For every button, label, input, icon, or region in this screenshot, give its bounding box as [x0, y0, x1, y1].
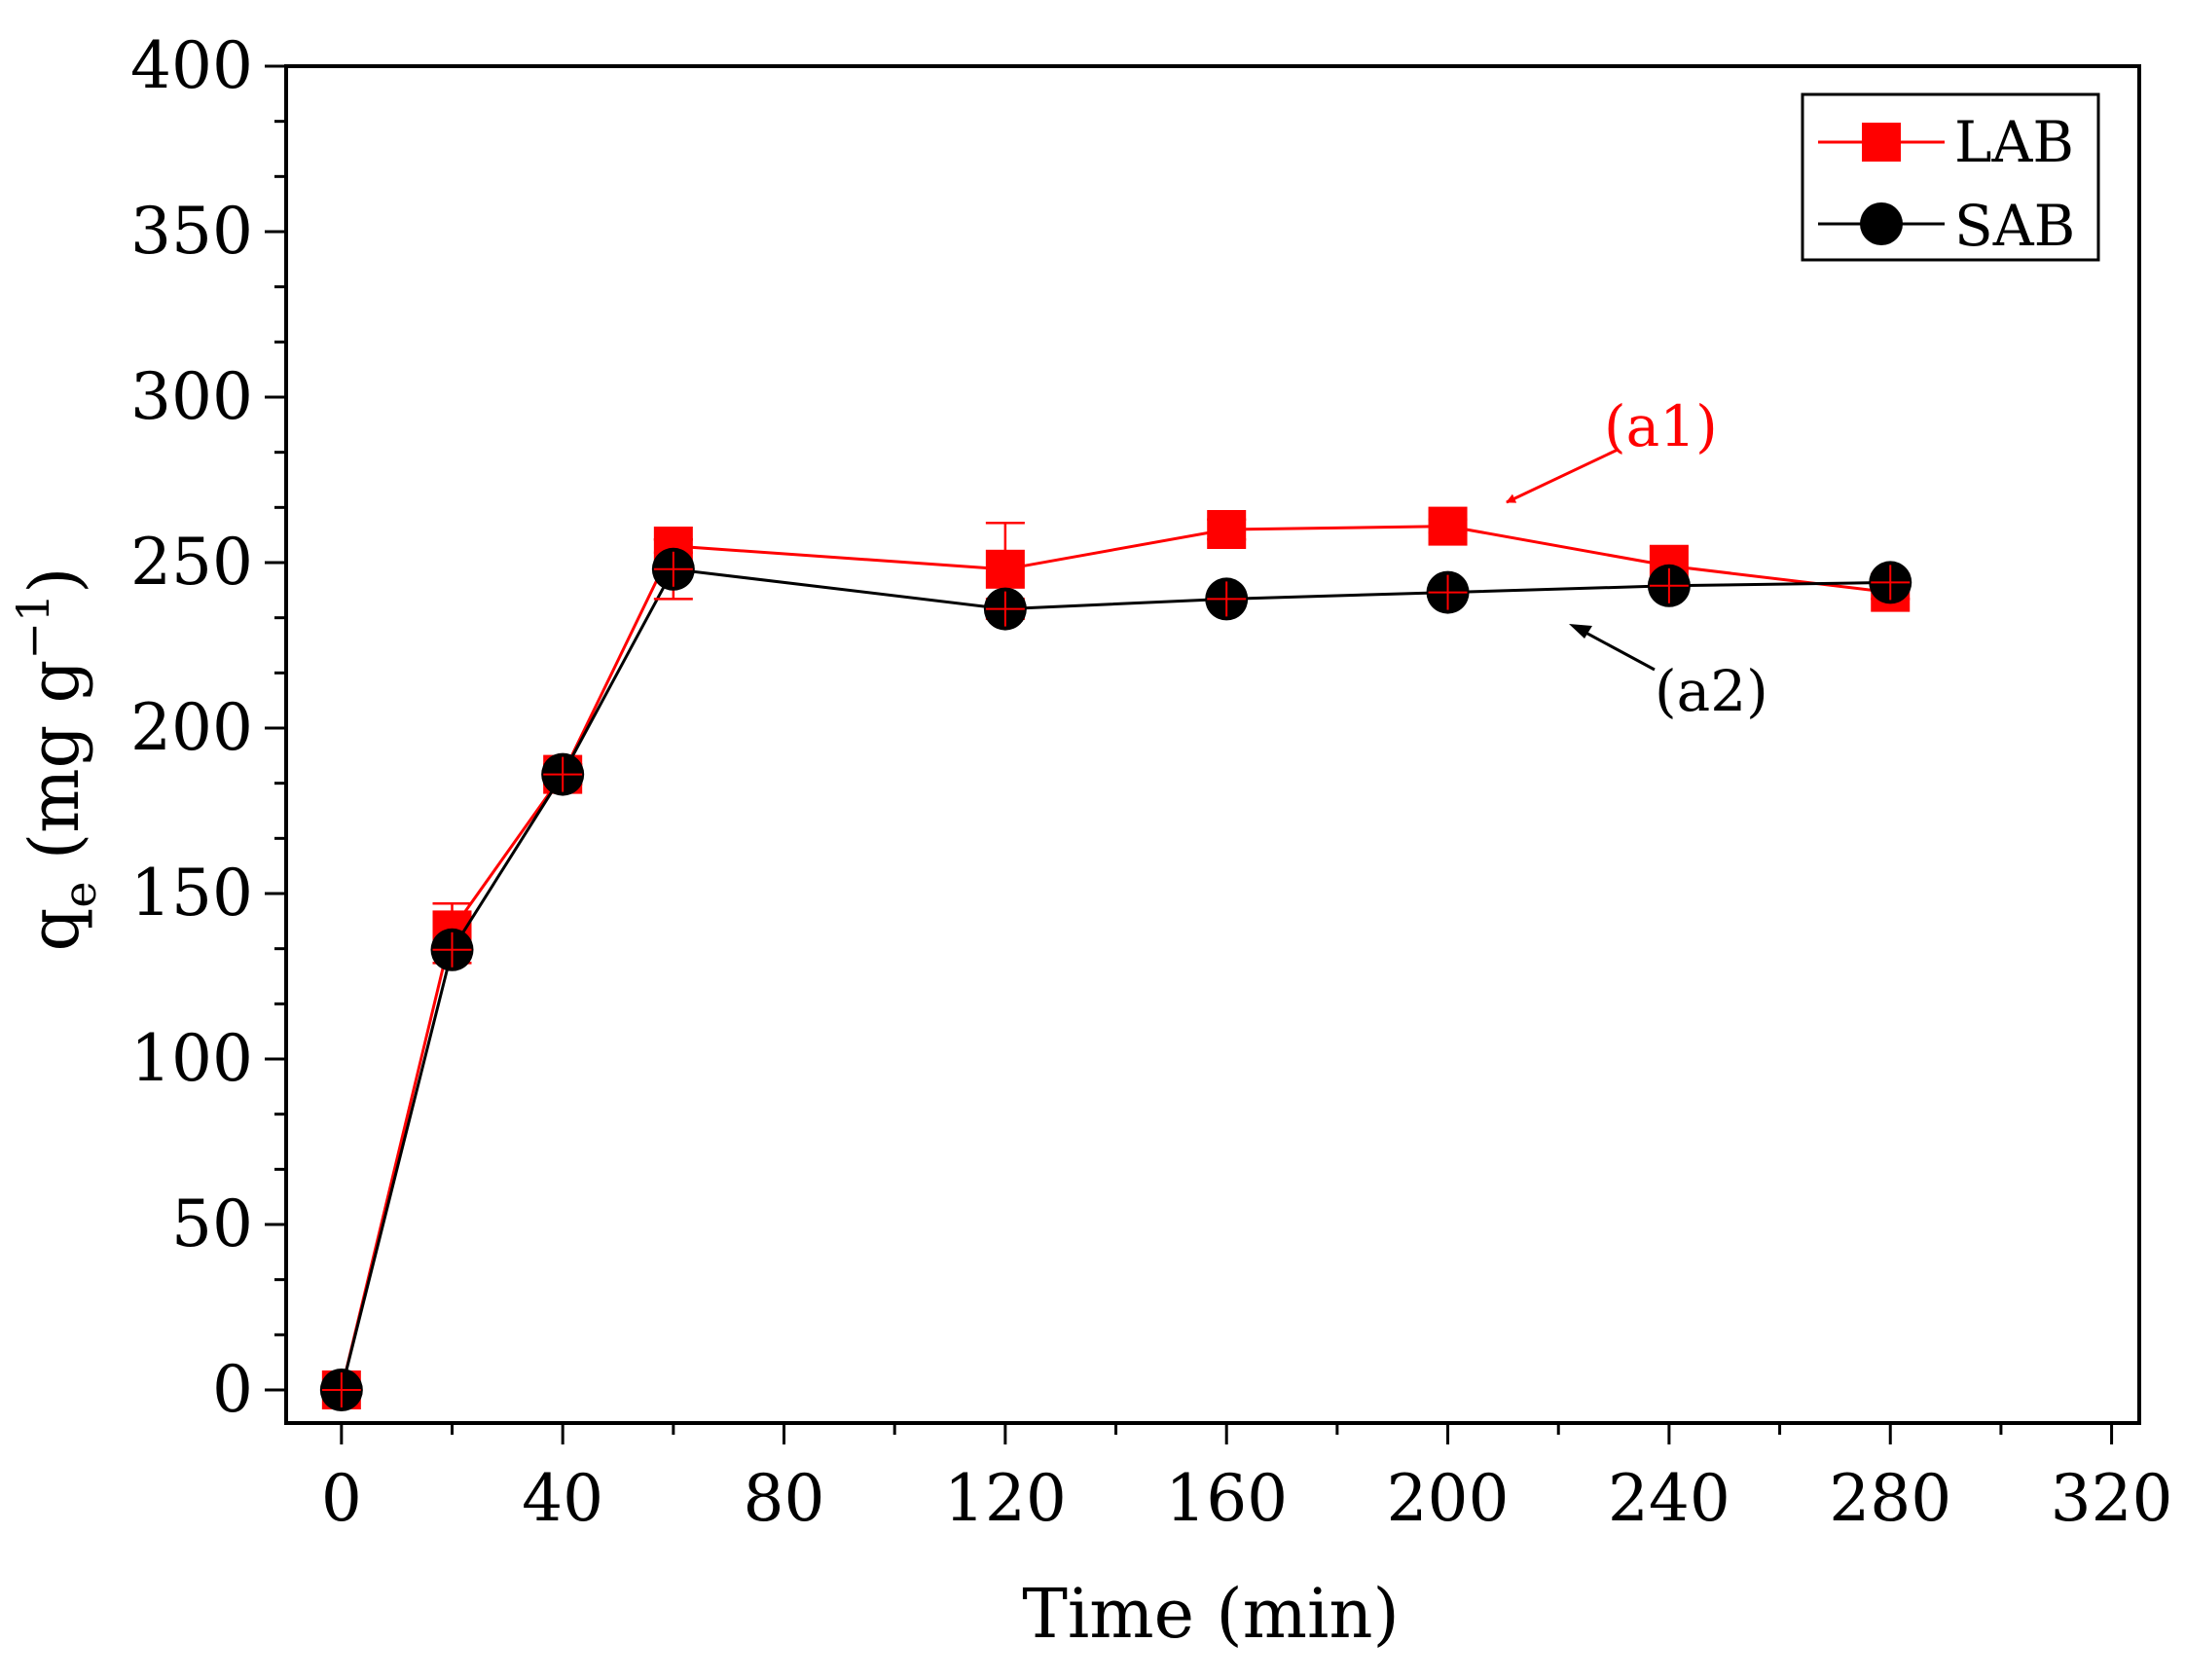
y-tick-label: 100 — [130, 1021, 253, 1096]
annotations: (a1) (a2) — [1506, 393, 1768, 724]
x-tick-label: 200 — [1387, 1461, 1510, 1536]
y-axis-title-unit-close: ) — [15, 567, 94, 594]
x-tick-label: 240 — [1608, 1461, 1730, 1536]
annotation-a1-arrow — [1506, 448, 1619, 504]
annotation-a2: (a2) — [1655, 658, 1768, 724]
y-axis-title-sub: e — [54, 881, 106, 907]
y-tick-label: 250 — [130, 525, 253, 600]
y-axis-title-sup: −1 — [7, 594, 59, 660]
annotation-a2-arrow — [1578, 627, 1656, 672]
axes — [284, 64, 2141, 1425]
y-axis-title-unit-open: (mg g — [15, 660, 94, 882]
annotation-a2-arrowhead — [1569, 624, 1592, 639]
legend-label-sab: SAB — [1954, 193, 2075, 259]
legend-marker-sab — [1860, 202, 1903, 245]
tick-labels: 0 40 80 120 160 200 240 280 320 0 50 100 150 200 250 30… — [130, 28, 2173, 1536]
x-tick-label: 280 — [1829, 1461, 1951, 1536]
y-tick-label: 150 — [130, 856, 253, 931]
x-tick-label: 160 — [1165, 1461, 1288, 1536]
data-point-lab — [1428, 506, 1468, 546]
series-lab — [321, 506, 1911, 1409]
y-tick-label: 0 — [212, 1352, 253, 1427]
y-tick-label: 50 — [171, 1187, 253, 1261]
y-tick-label: 300 — [130, 359, 253, 434]
y-axis-title: qe (mg g−1) — [7, 567, 106, 952]
y-tick-label: 400 — [130, 28, 253, 103]
annotation-a1: (a1) — [1604, 393, 1718, 459]
y-axis-title-base: q — [15, 908, 94, 952]
legend-label-lab: LAB — [1954, 109, 2074, 175]
x-tick-label: 120 — [944, 1461, 1067, 1536]
data-point-lab — [1207, 510, 1247, 549]
x-axis-title: Time (min) — [1022, 1574, 1400, 1654]
data-point-lab — [985, 549, 1025, 589]
x-tick-label: 0 — [321, 1461, 362, 1536]
y-tick-label: 350 — [130, 194, 253, 269]
series-sab — [319, 537, 1912, 1411]
legend-marker-lab — [1862, 123, 1901, 162]
series — [319, 506, 1912, 1411]
legend-box — [1801, 92, 2100, 262]
x-tick-label: 80 — [744, 1461, 825, 1536]
plot-frame — [284, 64, 2141, 1425]
y-tick-label: 200 — [130, 690, 253, 765]
legend: LAB SAB — [1801, 92, 2100, 262]
series-line-lab — [340, 525, 1891, 1391]
tick-marks — [265, 64, 2114, 1444]
x-tick-label: 320 — [2051, 1461, 2173, 1536]
x-tick-label: 40 — [522, 1461, 603, 1536]
